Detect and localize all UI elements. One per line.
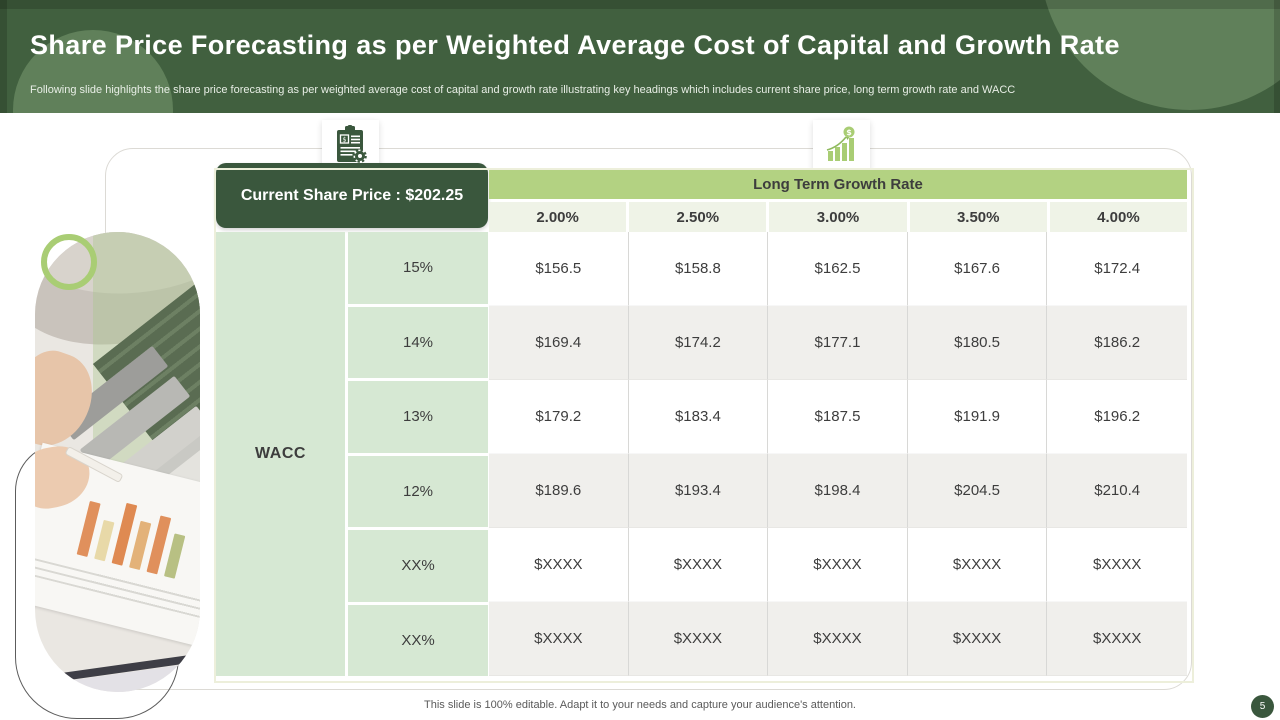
- growth-chart-dollar-icon: $: [826, 126, 854, 161]
- wacc-percent-cell: XX%: [348, 604, 488, 676]
- growth-rate-header-row: 2.00% 2.50% 3.00% 3.50% 4.00%: [489, 202, 1188, 232]
- share-price-value-cell: $156.5: [489, 232, 629, 306]
- table-outer-frame: [214, 168, 1194, 683]
- decor-green-ring: [41, 234, 97, 290]
- share-price-value-cell: $XXXX: [768, 602, 908, 676]
- share-price-value-cell: $XXXX: [489, 528, 629, 602]
- share-price-value-cell: $XXXX: [489, 602, 629, 676]
- current-share-price-badge: Current Share Price : $202.25: [216, 163, 488, 228]
- decor-header-edge-left: [0, 0, 7, 113]
- share-price-value-cell: $177.1: [768, 306, 908, 380]
- share-price-value-cell: $XXXX: [1047, 602, 1187, 676]
- share-price-value-cell: $XXXX: [628, 528, 769, 602]
- wacc-percent-cell: 15%: [348, 232, 488, 304]
- growth-rate-column-header: 3.50%: [909, 202, 1047, 232]
- stock-photo-color-swatches: [35, 232, 200, 692]
- share-price-value-cell: $XXXX: [907, 602, 1048, 676]
- wacc-percent-cell: 12%: [348, 455, 488, 527]
- share-price-value-cell: $186.2: [1047, 306, 1187, 380]
- share-price-value-cell: $XXXX: [1047, 528, 1187, 602]
- svg-text:$: $: [846, 128, 852, 137]
- wacc-percent-column: 15% 14% 13% 12% XX% XX%: [348, 232, 488, 676]
- share-price-value-cell: $191.9: [907, 380, 1048, 454]
- share-price-data-grid: $156.5 $158.8 $162.5 $167.6 $172.4 $169.4 $174…: [489, 232, 1187, 676]
- share-price-value-cell: $204.5: [907, 454, 1048, 528]
- decor-header-edge-right: [1274, 0, 1280, 113]
- growth-rate-column-header: 4.00%: [1049, 202, 1188, 232]
- share-price-value-cell: $187.5: [768, 380, 908, 454]
- clipboard-gear-icon: $: [336, 125, 367, 163]
- column-group-header: Long Term Growth Rate: [489, 170, 1187, 199]
- wacc-percent-cell: 13%: [348, 381, 488, 453]
- share-price-value-cell: $XXXX: [628, 602, 769, 676]
- slide-header: [0, 0, 1280, 113]
- slide-subtitle: Following slide highlights the share pri…: [30, 84, 1016, 96]
- share-price-value-cell: $167.6: [907, 232, 1048, 306]
- share-price-value-cell: $179.2: [489, 380, 629, 454]
- wacc-percent-cell: 14%: [348, 306, 488, 378]
- share-price-value-cell: $162.5: [768, 232, 908, 306]
- share-price-value-cell: $210.4: [1047, 454, 1187, 528]
- share-price-value-cell: $172.4: [1047, 232, 1187, 306]
- decor-header-edge-top: [0, 0, 1280, 9]
- share-price-value-cell: $183.4: [628, 380, 769, 454]
- slide-title: Share Price Forecasting as per Weighted …: [30, 30, 1120, 60]
- share-price-value-cell: $198.4: [768, 454, 908, 528]
- share-price-value-cell: $193.4: [628, 454, 769, 528]
- share-price-value-cell: $169.4: [489, 306, 629, 380]
- current-share-price-label: Current Share Price : $202.25: [240, 186, 464, 204]
- growth-rate-column-header: 2.50%: [629, 202, 767, 232]
- share-price-value-cell: $XXXX: [768, 528, 908, 602]
- footer-note: This slide is 100% editable. Adapt it to…: [424, 699, 856, 711]
- share-price-value-cell: $189.6: [489, 454, 629, 528]
- page-number-badge: 5: [1251, 695, 1274, 718]
- growth-rate-column-header: 3.00%: [769, 202, 907, 232]
- share-price-value-cell: $158.8: [628, 232, 769, 306]
- svg-text:$: $: [342, 136, 346, 144]
- wacc-row-group-header: WACC: [216, 232, 345, 676]
- share-price-value-cell: $XXXX: [907, 528, 1048, 602]
- icon-box-growth-rate: $: [813, 120, 870, 170]
- icon-box-share-price: $: [322, 120, 379, 170]
- share-price-value-cell: $196.2: [1047, 380, 1187, 454]
- share-price-value-cell: $174.2: [628, 306, 769, 380]
- wacc-percent-cell: XX%: [348, 530, 488, 602]
- growth-rate-column-header: 2.00%: [489, 202, 627, 232]
- share-price-value-cell: $180.5: [907, 306, 1048, 380]
